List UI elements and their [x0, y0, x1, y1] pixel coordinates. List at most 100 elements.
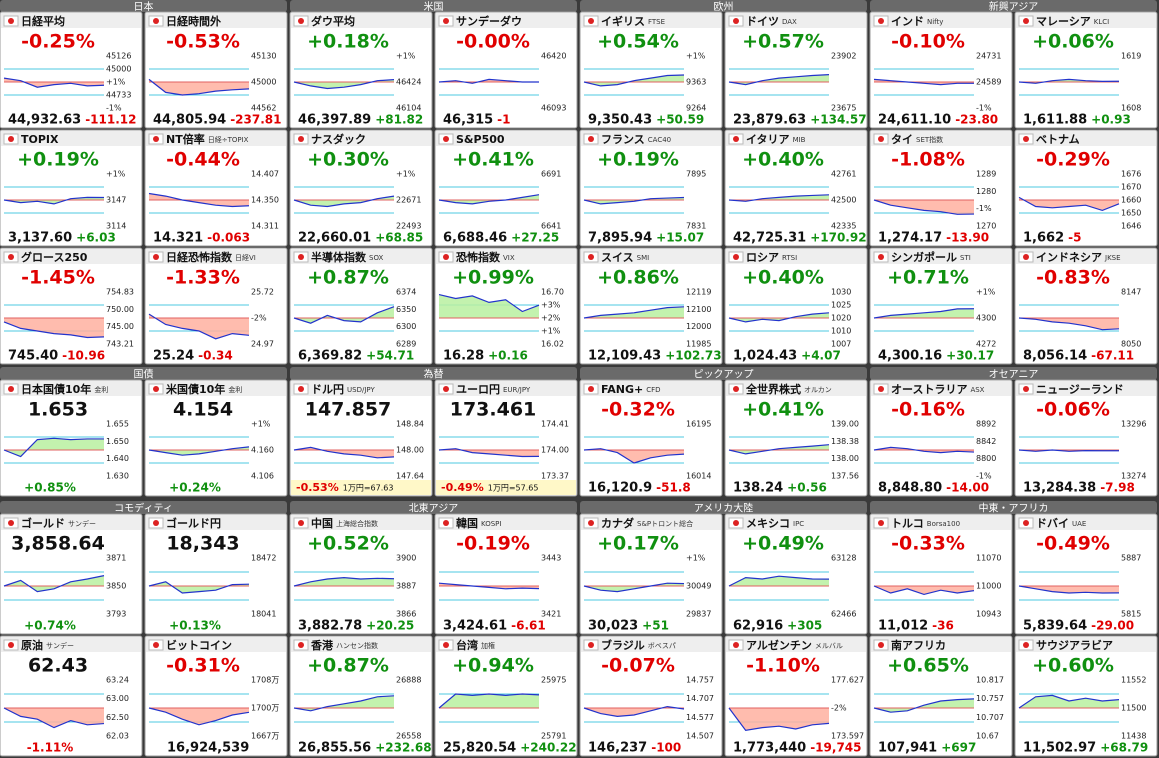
tile-name: サウジアラビア — [1036, 638, 1113, 652]
axis-label: 1.630 — [106, 472, 129, 481]
change: +134.57 — [810, 113, 866, 127]
price: 12,109.43 — [588, 349, 661, 364]
spark-area — [584, 74, 684, 86]
axis-label: +1% — [686, 554, 706, 563]
spark-line — [1018, 449, 1119, 452]
change: -0.34 — [198, 349, 233, 363]
spark-line — [438, 78, 539, 84]
flag-mark — [1023, 386, 1029, 392]
spark-line — [293, 195, 395, 208]
axis-label: 11438 — [1121, 732, 1146, 741]
tile-big: -1.33% — [166, 267, 240, 289]
tile-name: ロシア — [746, 251, 779, 264]
spark-area — [874, 586, 974, 595]
change: -100 — [651, 741, 681, 755]
change: +15.07 — [656, 231, 704, 245]
axis-label: 14.707 — [686, 694, 714, 703]
tile-big: -0.49% — [1036, 533, 1110, 555]
axis-label: 12119 — [686, 288, 711, 297]
spark-area — [294, 695, 394, 711]
tile-head — [871, 13, 1011, 28]
tile-sub: KOSPI — [481, 520, 501, 528]
tile-head — [1016, 515, 1156, 530]
tile-name: サンデーダウ — [456, 14, 522, 28]
flag-mark — [153, 642, 159, 648]
tile-sub: UAE — [1072, 520, 1086, 528]
axis-label: 754.83 — [106, 288, 134, 297]
axis-label: 14.311 — [251, 222, 279, 231]
axis-label: 9363 — [686, 78, 706, 87]
tile-name: メキシコ — [746, 517, 790, 530]
spark-area — [584, 706, 684, 717]
axis-label: 3871 — [106, 554, 126, 563]
change: -0.53% — [296, 481, 339, 494]
price: 1,662 — [1023, 231, 1064, 246]
change: -111.12 — [85, 113, 136, 127]
axis-label: 22493 — [396, 222, 421, 231]
price: 11,012 — [878, 619, 928, 634]
tile — [724, 379, 868, 497]
tile-big: -0.29% — [1036, 149, 1110, 171]
tile-big: +0.40% — [742, 267, 824, 289]
price: 5,839.64 — [1023, 619, 1087, 634]
price: 1,274.17 — [878, 231, 942, 246]
tile — [0, 513, 143, 635]
spark-line — [3, 77, 105, 88]
tile-big: -0.83% — [1036, 267, 1110, 289]
spark-line — [728, 444, 830, 455]
tile-big: -0.33% — [891, 533, 965, 555]
spark-line — [293, 576, 395, 587]
flag-mark — [298, 386, 304, 392]
tile-sub: サンデー — [46, 641, 74, 650]
price: 138.24 — [733, 481, 783, 496]
tile-name: グロース250 — [21, 250, 88, 264]
axis-label: 1646 — [1121, 222, 1141, 231]
axis-label: 42335 — [831, 222, 856, 231]
note: 1万円=57.65 — [488, 484, 539, 493]
tile — [144, 129, 288, 247]
tile — [869, 247, 1013, 365]
group-title: ピックアップ — [694, 369, 754, 381]
tile-head — [871, 131, 1011, 146]
price: 23,879.63 — [733, 113, 806, 128]
axis-label: 10943 — [976, 610, 1001, 619]
price: 16,120.9 — [588, 481, 652, 496]
change: -237.81 — [230, 113, 281, 127]
spark-line — [148, 313, 250, 340]
change: +0.16 — [488, 349, 528, 363]
group-title: 北東アジア — [409, 502, 459, 515]
tile-head — [436, 637, 576, 652]
group-header — [870, 501, 1157, 514]
tile-name: オーストラリア — [891, 383, 967, 396]
group-header — [870, 0, 1157, 12]
flag-mark — [878, 254, 884, 260]
tile-sub: メルバル — [815, 642, 843, 650]
spark-area — [294, 79, 394, 89]
axis-label: 3850 — [106, 582, 126, 591]
tile — [289, 513, 433, 635]
tile-name: トルコ — [891, 517, 924, 530]
group-header — [290, 0, 577, 12]
tile — [0, 635, 143, 757]
axis-label: +1% — [106, 170, 126, 179]
change: +0.74% — [24, 619, 76, 633]
flag-mark — [588, 386, 594, 392]
price: 146,237 — [588, 741, 647, 756]
axis-label: -1% — [976, 472, 992, 481]
tile-name: ダウ平均 — [311, 14, 355, 28]
tile-name: 半導体指数 — [311, 250, 367, 264]
spark-line — [1018, 694, 1120, 709]
spark-area — [439, 294, 539, 318]
flag-mark — [443, 136, 449, 142]
spark-line — [728, 73, 830, 86]
tile-head — [581, 131, 721, 146]
change: +30.17 — [946, 349, 994, 363]
price: 6,369.82 — [298, 349, 362, 364]
axis-label: 46093 — [541, 104, 566, 113]
tile-name: 米国債10年 — [165, 382, 225, 396]
tile-head — [581, 381, 721, 396]
flag-mark — [443, 386, 449, 392]
axis-label: 10.707 — [976, 713, 1004, 722]
tile-head — [1, 249, 141, 264]
axis-label: 137.56 — [831, 472, 859, 481]
